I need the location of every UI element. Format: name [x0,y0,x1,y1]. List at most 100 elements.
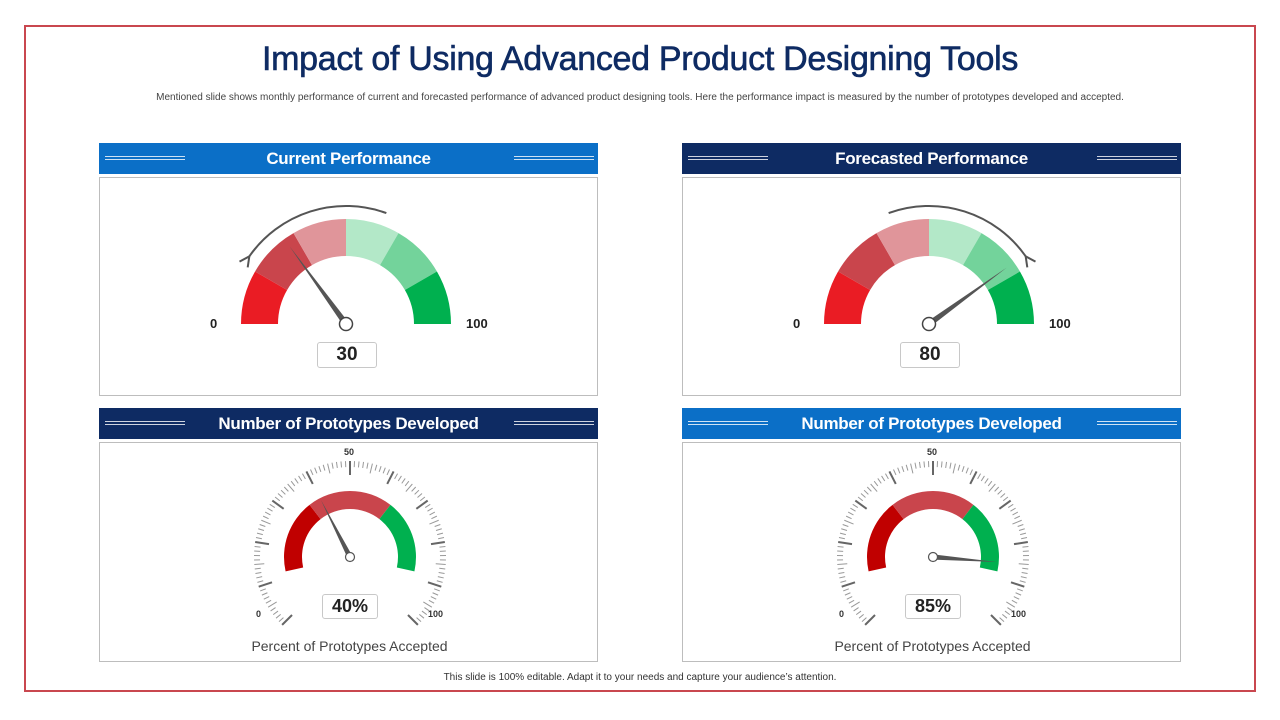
dial-tick [430,540,445,546]
trend-arrowhead [1024,254,1036,268]
dial-tick [438,571,445,574]
dial-tick [1018,528,1025,532]
dial-tick [1010,581,1025,588]
dial-tick [416,617,422,622]
dial-tick [999,617,1005,622]
dial-tick [428,599,435,604]
dial-tick [923,461,926,468]
gauge-segment [404,271,451,324]
dial-tick [424,503,431,509]
dial-tick [965,467,969,474]
dial-tick [254,545,261,548]
dial-tick [394,473,398,480]
dial-tick [957,464,961,471]
prototypes-accepted-gauge [837,461,1029,626]
dial-tick [260,588,266,592]
current-performance-title: Current Performance [266,149,431,168]
dial-tick [839,532,846,536]
dial-tick [430,596,437,600]
dial-tick [1006,601,1016,608]
gauge-segment [929,219,982,266]
dial-tick [837,567,844,570]
gauge-segment [380,233,437,290]
dial-tick [1000,493,1006,498]
dial-tick [940,461,943,468]
dial-tick [255,537,262,540]
dial-tick [838,540,853,546]
dial-tick [905,464,909,471]
forecasted-performance-panel: 0 100 80 [682,177,1181,396]
dial-tick [969,471,978,485]
needle-hub [927,551,939,563]
dial-tick [256,576,263,579]
dial-tick [984,478,989,484]
dial-tick [436,580,443,583]
gauge-mid-label: 50 [927,447,938,457]
trend-arrow-fade [389,213,459,285]
dial-tick [987,480,993,487]
dial-tick [429,519,439,525]
dial-tick [423,601,433,608]
dial-tick [340,461,343,468]
dial-tick [1013,596,1020,600]
dial-tick [949,462,952,469]
dial-tick [853,607,859,612]
dial-tick [267,601,277,608]
dial-tick [274,496,281,502]
prototypes-developed-title: Number of Prototypes Developed [218,414,479,433]
dial-tick [411,486,417,492]
forecasted-performance-gauge [816,205,1036,332]
header-decoration [105,421,185,426]
dial-tick [977,473,981,480]
dial-tick [855,610,862,616]
gauge-segment [346,219,399,266]
gauge-caption: Percent of Prototypes Accepted [834,638,1031,654]
gauge-needle [289,246,349,326]
dial-tick [1012,519,1022,525]
dial-tick [873,480,879,487]
dial-tick [401,478,406,484]
dial-tick [969,469,973,476]
dial-tick [914,462,917,469]
gauge-segment [876,219,929,266]
dial-tick [439,545,446,548]
dial-tick [888,471,897,485]
dial-tick [998,499,1012,510]
dial-tick [261,519,271,525]
dial-tick [994,486,1000,492]
dial-tick [439,567,446,570]
dial-tick [858,613,864,619]
dial-tick [437,576,444,579]
dial-tick [850,601,860,608]
dial-tick [431,515,438,520]
dial-tick [866,486,872,492]
dial-tick [275,613,281,619]
dial-tick [901,466,905,473]
gauge-value: 40% [322,594,378,619]
dial-tick [990,614,1002,626]
trend-arrow [248,205,387,257]
dial-tick [1017,588,1023,592]
gauge-min-label: 0 [839,609,845,619]
prototypes-developed-title: Number of Prototypes Developed [801,414,1062,433]
dial-tick [261,592,268,596]
dial-tick [845,515,852,520]
gauge-max-label: 100 [466,316,488,331]
dial-tick [852,503,859,509]
gauge-segment [379,504,416,572]
dial-tick [310,469,314,476]
dial-tick [281,614,293,626]
dial-tick [1007,503,1014,509]
prototypes-developed-header: Number of Prototypes Developed [682,408,1181,439]
needle-hub [344,551,356,563]
dial-tick [435,528,442,532]
gauge-segment [838,233,895,290]
dial-tick [897,467,901,474]
dial-tick [988,483,996,492]
dial-tick [1002,613,1008,619]
dial-tick [1015,592,1022,596]
dial-tick [335,461,338,468]
slide-frame [24,25,1256,692]
gauge-segment [293,219,346,266]
gauge-segment [867,504,904,572]
